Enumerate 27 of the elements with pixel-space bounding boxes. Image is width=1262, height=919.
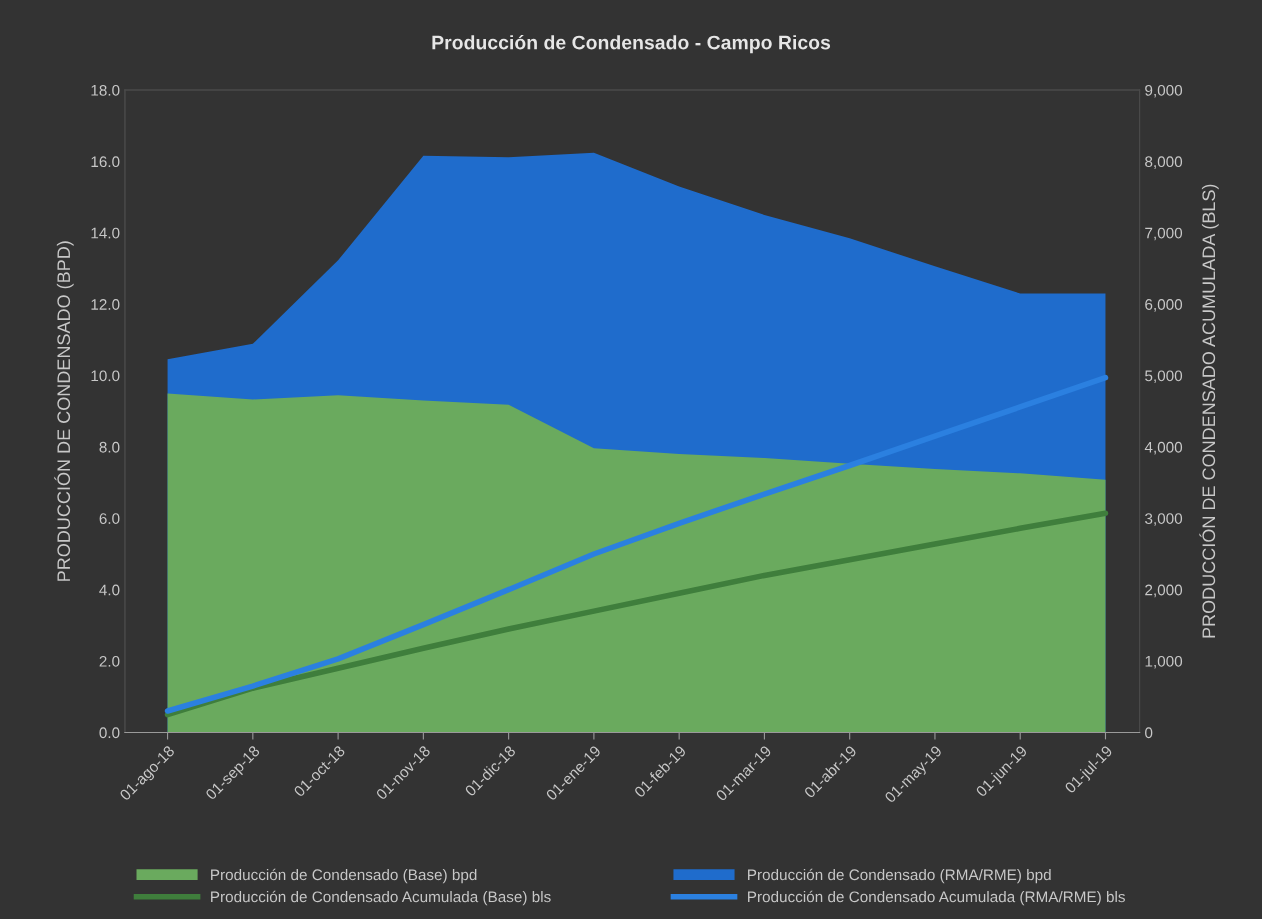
y2-tick-label: 1,000 [1145, 655, 1183, 669]
legend-label: Producción de Condensado (RMA/RME) bpd [748, 868, 1051, 884]
y2-axis-title: PRODUCCIÓN DE CONDENSADO ACUMULADA (BLS) [1199, 184, 1219, 638]
y2-tick-label: 5,000 [1145, 370, 1183, 384]
legend-label: Producción de Condensado Acumulada (Base) bls [211, 890, 551, 906]
y-tick-label: 14.0 [91, 227, 120, 239]
y2-tick-label: 6,000 [1145, 299, 1183, 312]
y-tick-label: 4.0 [99, 584, 120, 596]
y-tick-label: 0.0 [99, 727, 120, 739]
legend-label: Producción de Condensado (Base) bpd [211, 868, 477, 884]
y-tick-label: 8.0 [99, 441, 120, 453]
y2-tick-label: 8,000 [1145, 156, 1183, 169]
y-tick-label: 6.0 [99, 513, 120, 524]
y-tick-label: 16.0 [91, 156, 120, 168]
y2-tick-label: 2,000 [1145, 584, 1183, 598]
y2-tick-label: 4,000 [1144, 441, 1183, 455]
y2-tick-label: 7,000 [1145, 227, 1183, 241]
y2-tick-label: 3,000 [1145, 513, 1183, 526]
y2-tick-label: 9,000 [1145, 84, 1183, 98]
y-tick-label: 2.0 [99, 655, 120, 667]
y-tick-label: 10.0 [91, 370, 120, 382]
y2-tick-label: 0 [1145, 727, 1153, 739]
legend-label: Producción de Condensado Acumulada (RMA/RME) bls [748, 890, 1125, 906]
y-axis-title: PRODUCCIÓN DE CONDENSADO (BPD) [54, 241, 74, 581]
y-tick-label: 18.0 [91, 84, 120, 96]
y-tick-label: 12.0 [91, 299, 120, 310]
chart-title: Producción de Condensado - Campo Ricos [432, 34, 831, 54]
